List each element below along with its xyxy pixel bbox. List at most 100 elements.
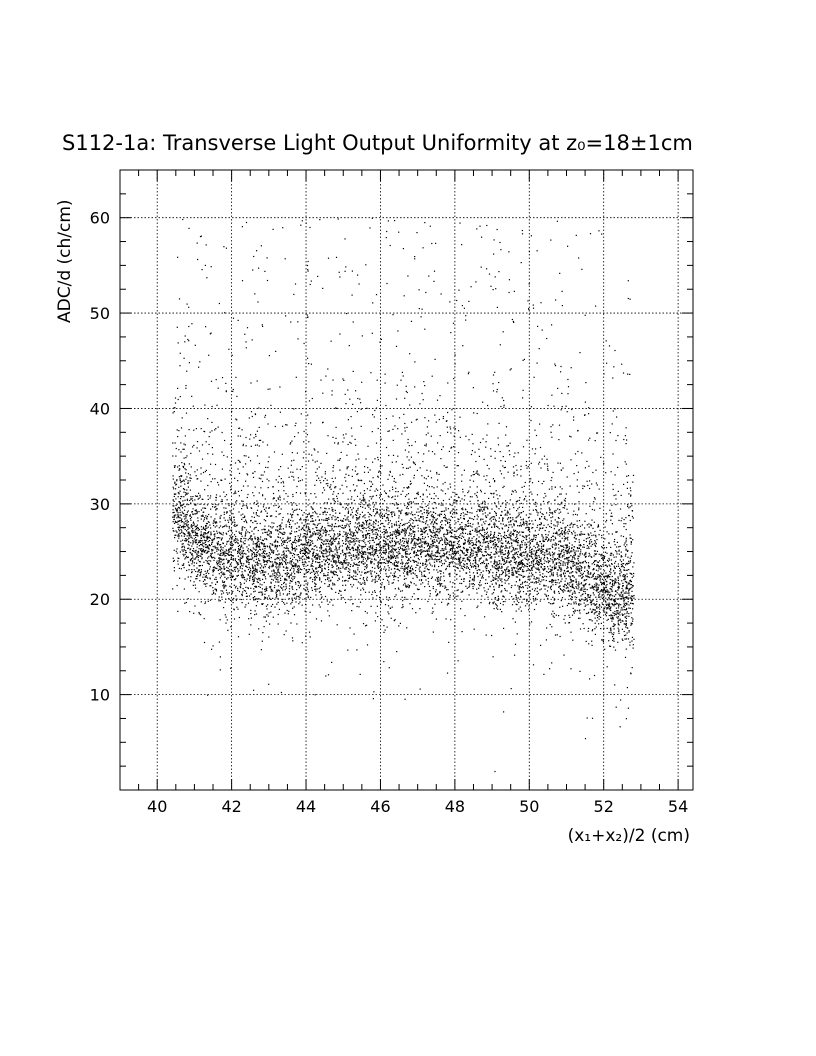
data-point <box>554 552 556 554</box>
data-point <box>449 545 451 547</box>
data-point <box>592 575 594 577</box>
data-point <box>203 518 205 520</box>
data-point <box>276 546 278 548</box>
data-point <box>215 513 217 515</box>
data-point <box>541 513 543 515</box>
data-point <box>323 530 325 532</box>
data-point <box>595 534 597 536</box>
data-point <box>564 590 566 592</box>
data-point <box>575 562 577 564</box>
data-point <box>278 571 280 573</box>
data-point <box>281 519 283 521</box>
data-point <box>630 541 632 543</box>
data-point <box>333 533 335 535</box>
data-point <box>219 600 221 602</box>
data-point <box>192 584 194 586</box>
data-point <box>493 522 495 524</box>
data-point <box>616 546 618 548</box>
data-point <box>563 540 565 542</box>
data-point <box>183 563 185 565</box>
data-point <box>450 619 452 621</box>
data-point <box>545 595 548 597</box>
data-point <box>522 539 524 542</box>
data-point <box>533 566 535 568</box>
data-point <box>546 627 548 629</box>
data-point <box>337 459 339 461</box>
data-point <box>178 469 180 471</box>
data-point <box>310 564 312 566</box>
data-point <box>190 466 192 468</box>
data-point <box>318 530 320 532</box>
data-point <box>334 556 336 558</box>
data-point <box>251 339 253 341</box>
data-point <box>376 533 378 535</box>
data-point <box>264 598 266 600</box>
data-point <box>214 593 217 595</box>
data-point <box>590 604 592 606</box>
data-point <box>609 591 611 593</box>
data-point <box>204 532 206 534</box>
data-point <box>277 585 280 587</box>
data-point <box>369 496 371 498</box>
data-point <box>194 499 196 501</box>
data-point <box>390 561 392 563</box>
data-point <box>436 539 438 541</box>
data-point <box>341 520 343 522</box>
data-point <box>390 512 392 514</box>
data-point <box>351 435 353 437</box>
data-point <box>381 465 383 467</box>
data-point <box>580 534 582 536</box>
data-point <box>214 533 216 535</box>
data-point <box>308 552 310 554</box>
data-point <box>592 471 594 474</box>
data-point <box>414 525 416 527</box>
data-point <box>324 502 326 504</box>
data-point <box>360 402 362 404</box>
data-point <box>359 398 361 400</box>
data-point <box>191 498 193 500</box>
data-point <box>278 469 280 471</box>
data-point <box>511 526 513 528</box>
data-point <box>609 509 611 511</box>
data-point <box>453 556 455 558</box>
data-point <box>631 597 633 600</box>
data-point <box>465 567 467 569</box>
data-point <box>284 577 286 580</box>
data-point <box>502 553 504 556</box>
data-point <box>464 566 466 568</box>
data-point <box>335 512 337 514</box>
data-point <box>195 475 197 477</box>
data-point <box>417 549 419 551</box>
data-point <box>334 553 336 555</box>
data-point <box>609 570 611 573</box>
data-point <box>209 333 211 335</box>
data-point <box>401 563 403 565</box>
data-point <box>253 569 255 571</box>
data-point <box>533 536 535 538</box>
data-point <box>324 531 326 533</box>
data-point <box>520 596 522 598</box>
data-point <box>619 583 621 585</box>
data-point <box>537 592 539 594</box>
data-point <box>357 540 359 542</box>
data-point <box>616 416 618 418</box>
data-point <box>534 588 536 590</box>
data-point <box>551 569 553 571</box>
data-point <box>438 503 440 505</box>
data-point <box>325 555 327 557</box>
data-point <box>324 510 326 512</box>
data-point <box>447 557 449 559</box>
data-point <box>535 502 537 504</box>
data-point <box>475 539 477 541</box>
data-point <box>509 454 511 456</box>
data-point <box>298 582 300 584</box>
data-point <box>305 539 307 541</box>
data-point <box>244 606 246 608</box>
data-point <box>185 493 187 495</box>
data-point <box>328 498 330 500</box>
data-point <box>374 550 376 552</box>
data-point <box>234 492 236 494</box>
data-point <box>480 489 482 491</box>
data-point <box>264 588 266 590</box>
data-point <box>535 558 537 560</box>
